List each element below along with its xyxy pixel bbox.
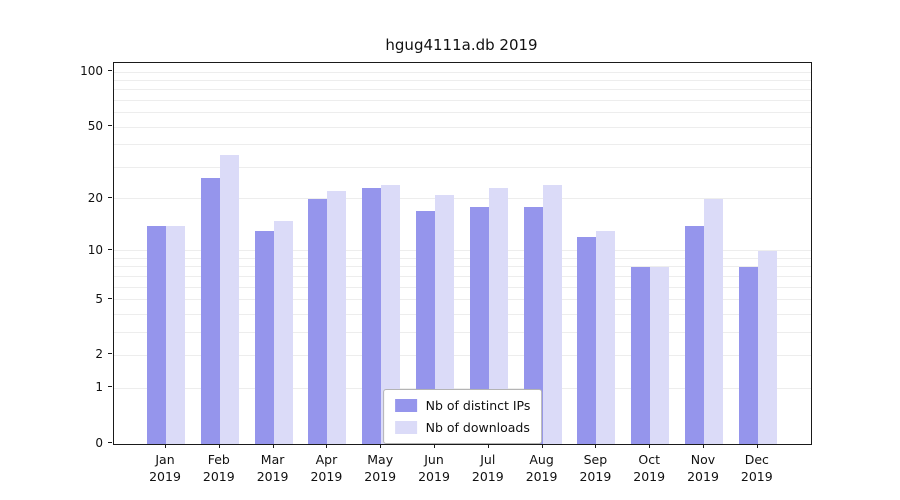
x-axis-tick-label: Jul 2019: [471, 452, 504, 484]
gridline: [114, 299, 811, 301]
y-axis: 0 1 2 5 10 20 50 100: [0, 62, 112, 450]
x-axis-tick-label: Jan 2019: [149, 452, 181, 484]
x-axis-tick-label: May 2019: [364, 452, 397, 484]
gridline: [114, 257, 811, 259]
y-axis-tick: [108, 70, 112, 71]
bar-aug-distinct-ips: [523, 206, 543, 444]
bar-jan-distinct-ips: [147, 225, 166, 444]
plot-area: Nb of distinct IPs Nb of downloads: [113, 62, 812, 445]
y-axis-tick: [108, 196, 112, 198]
legend-label-downloads: Nb of downloads: [425, 420, 530, 435]
bar-jan-downloads: [166, 225, 185, 444]
x-axis-tick: [218, 444, 220, 448]
gridline: [114, 275, 811, 277]
bar-jul-distinct-ips: [469, 206, 489, 444]
x-axis-tick: [380, 444, 382, 448]
gridline: [114, 286, 811, 288]
bar-nov-distinct-ips: [685, 225, 704, 444]
gridline: [114, 166, 811, 168]
legend-item-downloads: Nb of downloads: [394, 420, 531, 435]
gridline: [114, 354, 811, 356]
gridline: [114, 99, 811, 101]
bar-dec-downloads: [757, 250, 777, 444]
gridline: [114, 198, 811, 200]
legend-swatch-distinct-ips: [394, 399, 417, 412]
bar-may-distinct-ips: [362, 187, 382, 444]
bar-nov-downloads: [704, 198, 723, 444]
y-axis-tick-label: 0: [95, 436, 103, 450]
y-axis-tick: [108, 442, 112, 443]
x-axis-tick-label: Nov 2019: [687, 452, 719, 484]
y-axis-tick-label: 5: [95, 291, 103, 306]
gridline: [114, 144, 811, 146]
x-axis-tick: [487, 444, 489, 448]
x-axis-tick-label: Apr 2019: [310, 452, 343, 484]
gridline: [114, 266, 811, 268]
bar-apr-downloads: [327, 191, 347, 444]
y-axis-tick-label: 100: [80, 64, 103, 78]
gridline: [114, 387, 811, 389]
y-axis-tick-label: 20: [87, 190, 103, 205]
bar-sep-distinct-ips: [577, 237, 597, 444]
x-axis-tick-label: Oct 2019: [633, 452, 666, 484]
bar-oct-distinct-ips: [631, 266, 651, 444]
x-axis-tick: [326, 444, 328, 448]
x-axis-tick-label: Mar 2019: [256, 452, 289, 484]
x-axis-tick: [434, 444, 435, 448]
x-axis-tick: [649, 444, 651, 448]
y-axis-tick: [108, 248, 112, 250]
gridline: [114, 79, 811, 81]
legend-item-distinct-ips: Nb of distinct IPs: [394, 398, 531, 413]
x-axis-tick-label: Dec 2019: [740, 452, 773, 484]
bar-oct-downloads: [650, 266, 670, 444]
x-axis-tick-label: Sep 2019: [579, 452, 612, 484]
bar-sep-downloads: [596, 231, 616, 444]
x-axis-tick: [165, 444, 166, 448]
gridline: [114, 89, 811, 91]
x-axis-tick: [541, 444, 543, 448]
y-axis-tick: [108, 297, 112, 299]
x-axis: Jan 2019 Feb 2019 Mar 2019 Apr 2019 May 2019 Jun 20…: [113, 444, 810, 496]
x-axis-tick: [756, 444, 758, 448]
y-axis-tick-label: 10: [87, 242, 103, 257]
bar-mar-downloads: [273, 220, 293, 444]
bar-may-downloads: [381, 184, 401, 444]
bar-dec-distinct-ips: [738, 266, 758, 444]
gridline: [114, 112, 811, 114]
x-axis-tick: [703, 444, 704, 448]
x-axis-tick: [595, 444, 597, 448]
legend-swatch-downloads: [394, 421, 417, 434]
y-axis-tick: [108, 353, 112, 355]
bar-feb-downloads: [219, 155, 239, 444]
gridline: [114, 331, 811, 333]
legend-label-distinct-ips: Nb of distinct IPs: [425, 398, 531, 413]
bar-feb-distinct-ips: [200, 178, 220, 444]
bar-jul-downloads: [488, 187, 508, 444]
y-axis-tick-label: 50: [87, 119, 103, 134]
x-axis-tick-label: Aug 2019: [525, 452, 558, 484]
chart-title: hgug4111a.db 2019: [385, 36, 538, 54]
x-axis-tick-label: Feb 2019: [202, 452, 235, 484]
gridline: [114, 313, 811, 315]
legend: Nb of distinct IPs Nb of downloads: [382, 389, 543, 444]
bar-jun-downloads: [435, 194, 454, 444]
y-axis-tick: [108, 386, 112, 388]
bar-jun-distinct-ips: [416, 211, 435, 444]
y-axis-tick: [108, 125, 112, 127]
bar-mar-distinct-ips: [254, 231, 274, 444]
bar-aug-downloads: [542, 184, 562, 444]
gridline: [114, 71, 811, 73]
x-axis-tick-label: Jun 2019: [418, 452, 450, 484]
x-axis-tick: [272, 444, 274, 448]
gridline: [114, 250, 811, 252]
gridline: [114, 126, 811, 128]
bar-apr-distinct-ips: [308, 198, 328, 444]
y-axis-tick-label: 1: [95, 380, 103, 395]
y-axis-tick-label: 2: [95, 347, 103, 362]
